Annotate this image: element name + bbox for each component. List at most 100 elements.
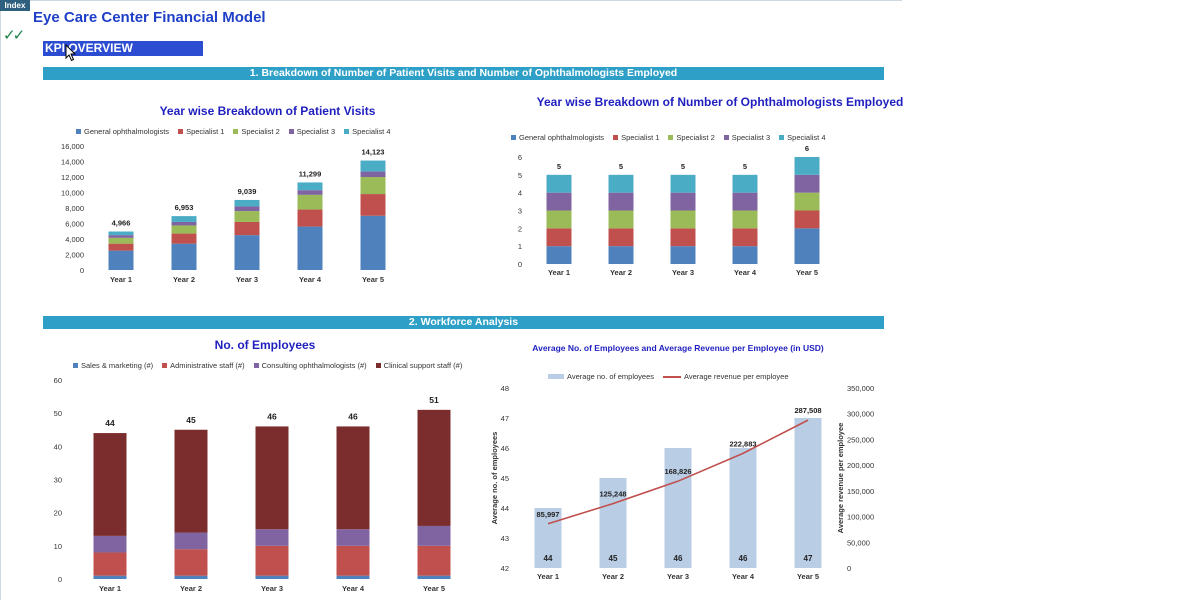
y-tick-label: 0 bbox=[58, 575, 62, 584]
kpi-overview-label[interactable]: KPI OVERVIEW bbox=[43, 41, 203, 56]
checkmark-icon: ✓✓ bbox=[3, 27, 25, 44]
x-tick-label: Year 5 bbox=[423, 584, 445, 593]
y-tick-label: 43 bbox=[501, 534, 509, 543]
bar-segment-specialist-3 bbox=[608, 192, 634, 211]
bar-value-label: 44 bbox=[544, 554, 553, 563]
bar-segment-specialist-4 bbox=[732, 174, 758, 193]
bar-segment-specialist-3 bbox=[732, 192, 758, 211]
y-tick-label: 1 bbox=[518, 242, 522, 251]
x-tick-label: Year 4 bbox=[299, 275, 322, 284]
y2-tick-label: 250,000 bbox=[847, 435, 874, 444]
legend-avg-revenue: Average no. of employees Average revenue … bbox=[548, 372, 798, 381]
x-tick-label: Year 5 bbox=[362, 275, 384, 284]
x-tick-label: Year 4 bbox=[734, 268, 757, 277]
chart-employees: 0 10 20 30 40 50 60 44 Year 1 45 Year 2 46 Year 3 46 Y… bbox=[54, 376, 451, 593]
legend-item-administrative-staff: Administrative staff (#) bbox=[162, 361, 245, 370]
bar-segment-consulting-ophthalmologists bbox=[336, 529, 370, 546]
y2-tick-label: 0 bbox=[847, 564, 851, 573]
legend-item-general-ophthalmologists: General ophthalmologists bbox=[511, 133, 604, 142]
line-value-label: 222,883 bbox=[729, 439, 756, 448]
y2-tick-label: 100,000 bbox=[847, 513, 874, 522]
bar-segment-specialist-2 bbox=[670, 210, 696, 229]
legend-label: Specialist 4 bbox=[787, 133, 826, 142]
legend-swatch bbox=[663, 375, 682, 378]
bar-segment-clinical-support-staff bbox=[174, 429, 208, 533]
total-label: 46 bbox=[348, 411, 358, 421]
bar-value-label: 47 bbox=[804, 554, 813, 563]
bar-segment-specialist-1 bbox=[608, 228, 634, 247]
y-tick-label: 5 bbox=[518, 171, 522, 180]
legend-item-consulting-ophthalmologists: Consulting ophthalmologists (#) bbox=[253, 361, 367, 370]
bar-segment-clinical-support-staff bbox=[417, 409, 451, 526]
bar-segment-specialist-4 bbox=[794, 157, 820, 175]
bar-segment-administrative-staff bbox=[336, 545, 370, 576]
y-tick-label: 2,000 bbox=[65, 251, 84, 260]
y-tick-label: 8,000 bbox=[65, 204, 84, 213]
bar-segment-specialist-1 bbox=[546, 228, 572, 247]
bar-segment-specialist-2 bbox=[794, 192, 820, 211]
bar-segment-specialist-2 bbox=[234, 211, 260, 222]
bar-segment-specialist-1 bbox=[670, 228, 696, 247]
y-tick-label: 10 bbox=[54, 542, 62, 551]
bar-segment-general-ophthalmologists bbox=[732, 246, 758, 264]
bar-segment-sales-marketing bbox=[255, 575, 289, 579]
total-label: 14,123 bbox=[362, 148, 385, 157]
y-tick-label: 45 bbox=[501, 474, 509, 483]
bar-segment-administrative-staff bbox=[417, 545, 451, 576]
y-tick-label: 20 bbox=[54, 509, 62, 518]
legend-label: Clinical support staff (#) bbox=[383, 361, 463, 370]
legend-item-specialist-2: Specialist 2 bbox=[233, 127, 280, 136]
legend-label: Sales & marketing (#) bbox=[81, 361, 154, 370]
bar-segment-specialist-1 bbox=[297, 209, 323, 227]
legend-label: Specialist 1 bbox=[621, 133, 660, 142]
bar-segment-sales-marketing bbox=[93, 575, 127, 579]
x-tick-label: Year 1 bbox=[110, 275, 132, 284]
bar-segment-general-ophthalmologists bbox=[297, 226, 323, 270]
y-tick-label: 4,000 bbox=[65, 235, 84, 244]
x-tick-label: Year 2 bbox=[602, 572, 624, 581]
total-label: 51 bbox=[429, 395, 439, 405]
x-tick-label: Year 4 bbox=[342, 584, 365, 593]
y-tick-label: 40 bbox=[54, 442, 62, 451]
legend-swatch bbox=[76, 129, 81, 134]
legend-item-general-ophthalmologists: General ophthalmologists bbox=[76, 127, 169, 136]
legend-label: Administrative staff (#) bbox=[170, 361, 245, 370]
y-tick-label: 47 bbox=[501, 414, 509, 423]
chart-avg-revenue: 42 43 44 45 46 47 48 0 50,000 100,000 150,000 200,0… bbox=[490, 384, 874, 581]
bar-value-label: 46 bbox=[674, 554, 683, 563]
legend-label: Consulting ophthalmologists (#) bbox=[261, 361, 367, 370]
y2-tick-label: 300,000 bbox=[847, 410, 874, 419]
bar-segment-clinical-support-staff bbox=[255, 426, 289, 530]
legend-item-specialist-3: Specialist 3 bbox=[723, 133, 770, 142]
legend-swatch bbox=[288, 129, 294, 134]
line-value-label: 168,826 bbox=[664, 467, 691, 476]
y-tick-label: 48 bbox=[501, 384, 509, 393]
bar-segment-general-ophthalmologists bbox=[794, 228, 820, 264]
y-tick-label: 6,000 bbox=[65, 220, 84, 229]
bar-segment-administrative-staff bbox=[174, 549, 208, 576]
bar-segment-specialist-4 bbox=[608, 174, 634, 193]
legend-item-average-revenue-per-employee: Average revenue per employee bbox=[663, 372, 789, 381]
index-tab[interactable]: Index bbox=[0, 0, 30, 11]
mouse-pointer-icon bbox=[65, 44, 77, 62]
bar-segment-specialist-2 bbox=[608, 210, 634, 229]
x-tick-label: Year 4 bbox=[732, 572, 755, 581]
legend-swatch bbox=[73, 363, 78, 368]
bar-segment-specialist-3 bbox=[794, 174, 820, 193]
chart-title-employees: No. of Employees bbox=[214, 338, 316, 352]
bar-segment-general-ophthalmologists bbox=[608, 246, 634, 264]
bar-segment-consulting-ophthalmologists bbox=[417, 525, 451, 546]
total-label: 9,039 bbox=[238, 187, 257, 196]
x-tick-label: Year 1 bbox=[548, 268, 570, 277]
x-tick-label: Year 3 bbox=[236, 275, 258, 284]
bar-segment-administrative-staff bbox=[255, 545, 289, 576]
legend-item-specialist-1: Specialist 1 bbox=[613, 133, 659, 142]
legend-swatch bbox=[178, 129, 184, 134]
legend-swatch bbox=[779, 135, 785, 140]
legend-patient-visits: General ophthalmologists Specialist 1 Spec… bbox=[76, 127, 400, 136]
legend-label: Average revenue per employee bbox=[684, 372, 789, 381]
bar-segment-specialist-2 bbox=[546, 210, 572, 229]
section-header-visits: 1. Breakdown of Number of Patient Visits… bbox=[43, 67, 884, 80]
legend-swatch bbox=[723, 135, 729, 140]
y-tick-label: 3 bbox=[518, 207, 522, 216]
